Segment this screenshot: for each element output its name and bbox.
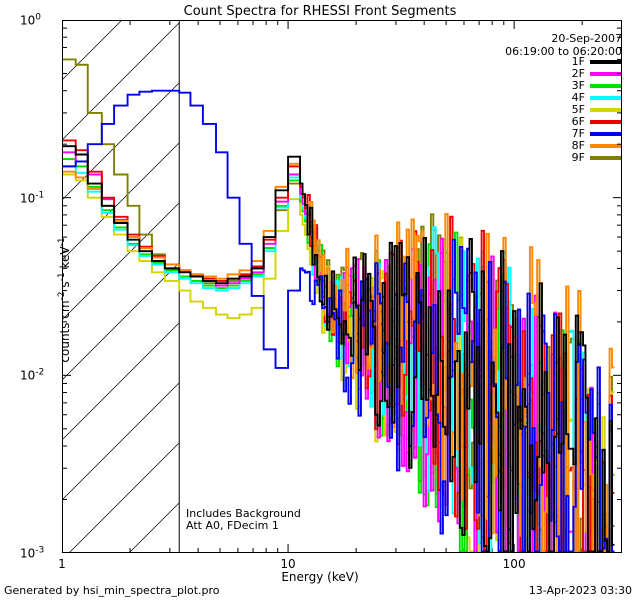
footer-timestamp: 13-Apr-2023 03:30 xyxy=(528,584,632,597)
spectra-plot xyxy=(62,20,622,553)
spectrum-line-1f xyxy=(62,145,615,553)
legend-color-swatch xyxy=(590,108,622,112)
hatch-line xyxy=(62,22,180,141)
legend-label: 9F xyxy=(571,151,585,164)
legend-item-5f: 5F xyxy=(542,104,622,116)
legend-item-3f: 3F xyxy=(542,80,622,92)
spectrum-line-7f xyxy=(62,89,615,553)
legend-label: 1F xyxy=(571,55,585,68)
x-tick-label: 10 xyxy=(280,557,296,571)
legend-item-6f: 6F xyxy=(542,116,622,128)
hatch-line xyxy=(62,202,180,321)
legend-color-swatch xyxy=(590,132,622,136)
legend-item-4f: 4F xyxy=(542,92,622,104)
legend-label: 3F xyxy=(571,79,585,92)
y-tick-label: 10-3 xyxy=(20,545,45,561)
legend-item-2f: 2F xyxy=(542,68,622,80)
annotation-attenuator: Att A0, FDecim 1 xyxy=(186,519,279,532)
plot-frame xyxy=(62,20,622,553)
y-tick-label: 10-2 xyxy=(20,367,45,383)
legend-label: 8F xyxy=(571,139,585,152)
legend-color-swatch xyxy=(590,144,622,148)
legend-label: 2F xyxy=(571,67,585,80)
page-title: Count Spectra for RHESSI Front Segments xyxy=(183,4,457,19)
hatch-line xyxy=(62,382,180,501)
x-tick-label: 1 xyxy=(58,557,66,571)
hatch-line xyxy=(62,262,180,381)
footer-generator: Generated by hsi_min_spectra_plot.pro xyxy=(4,584,220,597)
y-tick-label: 100 xyxy=(20,12,42,28)
legend-item-1f: 1F xyxy=(542,56,622,68)
legend-item-8f: 8F xyxy=(542,140,622,152)
legend-label: 7F xyxy=(571,127,585,140)
legend-label: 4F xyxy=(571,91,585,104)
legend: 1F 2F 3F 4F 5F 6F 7F 8F 9F xyxy=(542,56,622,164)
hatch-line xyxy=(62,82,180,201)
legend-color-swatch xyxy=(590,120,622,124)
legend-item-7f: 7F xyxy=(542,128,622,140)
legend-label: 5F xyxy=(571,103,585,116)
legend-item-9f: 9F xyxy=(542,152,622,164)
annotation-background: Includes Background xyxy=(186,507,301,520)
legend-color-swatch xyxy=(590,60,622,64)
x-tick-label: 100 xyxy=(502,557,526,571)
plot-canvas xyxy=(62,20,622,553)
observation-date: 20-Sep-2007 xyxy=(551,32,622,45)
hatch-line xyxy=(68,442,180,553)
x-axis-label: Energy (keV) xyxy=(281,570,359,584)
legend-color-swatch xyxy=(590,156,622,160)
legend-color-swatch xyxy=(590,72,622,76)
legend-label: 6F xyxy=(571,115,585,128)
hatched-region xyxy=(62,20,180,553)
legend-color-swatch xyxy=(590,96,622,100)
y-tick-label: 10-1 xyxy=(20,190,45,206)
legend-color-swatch xyxy=(590,84,622,88)
observation-time-range: 06:19:00 to 06:20:00 xyxy=(505,45,622,58)
